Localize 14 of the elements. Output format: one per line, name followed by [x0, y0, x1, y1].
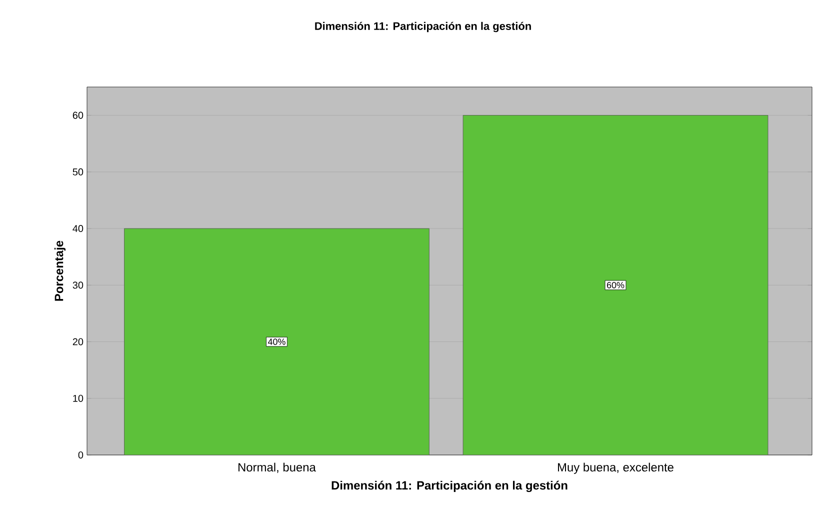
- y-axis-title: Porcentaje: [54, 240, 66, 301]
- data-label: 60%: [606, 282, 624, 288]
- chart-title: Dimensión 11: Participación en la gestión: [315, 22, 531, 32]
- x-axis-title: Dimensión 11: Participación en la gestión: [332, 480, 568, 492]
- y-tick-label: 20: [72, 338, 84, 346]
- x-tick-label: Muy buena, excelente: [558, 462, 674, 474]
- y-tick-label: 60: [72, 112, 84, 119]
- y-tick-label: 40: [72, 225, 84, 232]
- y-tick-label: 10: [73, 394, 84, 402]
- data-label: 40%: [268, 338, 286, 345]
- y-tick-label: 30: [72, 282, 84, 289]
- x-tick-label: Normal, buena: [238, 462, 316, 473]
- y-tick-label: 50: [72, 168, 84, 176]
- y-tick-label: 0: [78, 451, 84, 459]
